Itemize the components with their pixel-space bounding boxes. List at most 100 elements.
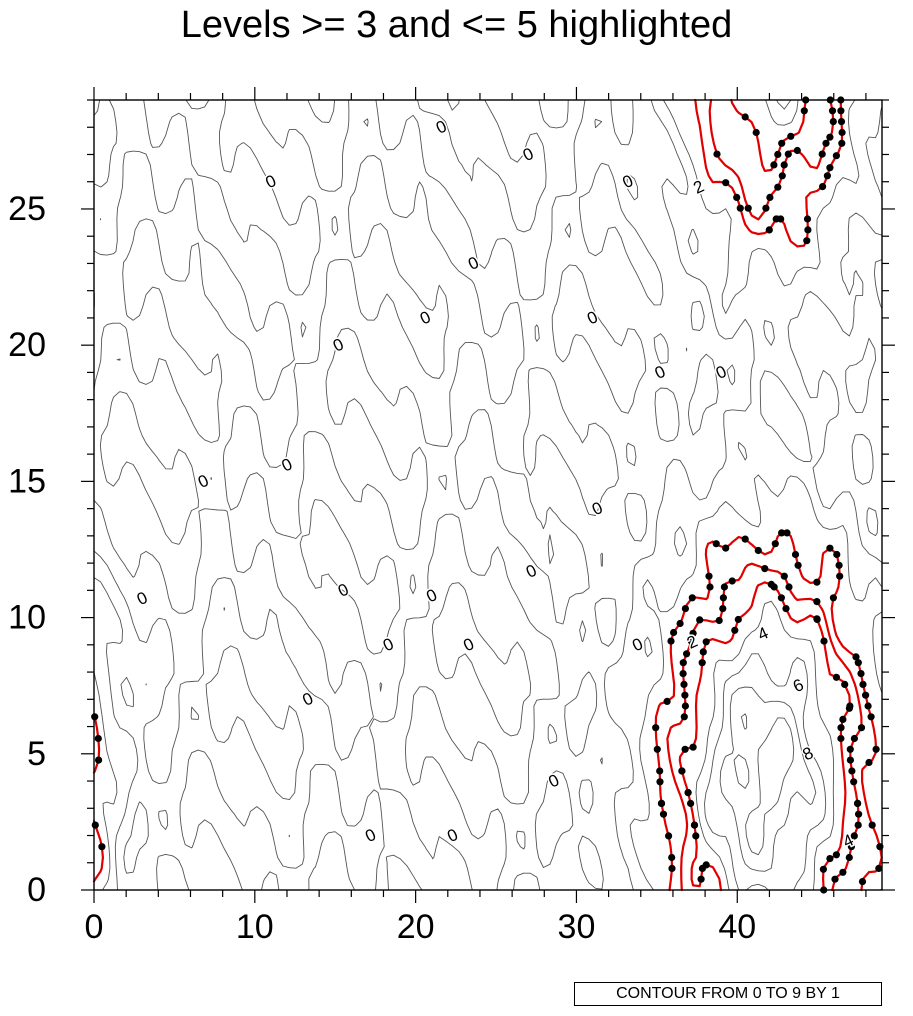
y-tick-label: 25 — [8, 190, 46, 228]
highlight-marker — [813, 615, 821, 623]
highlight-marker — [670, 628, 678, 637]
highlight-marker — [854, 659, 862, 667]
contour-label: 0 — [629, 634, 646, 655]
highlight-marker — [761, 565, 769, 573]
highlight-marker — [826, 855, 834, 863]
highlight-marker — [713, 150, 721, 158]
highlight-marker — [838, 128, 846, 137]
highlight-marker — [744, 204, 752, 212]
highlight-marker — [854, 799, 862, 808]
highlight-marker — [845, 853, 853, 862]
highlight-marker — [862, 691, 870, 699]
highlight-marker — [733, 193, 741, 201]
y-tick-label: 20 — [8, 326, 46, 364]
highlight-marker — [689, 629, 697, 637]
highlight-marker — [98, 843, 106, 851]
highlight-marker — [787, 132, 795, 140]
contour-label: 6 — [790, 675, 807, 696]
contour-label: 0 — [713, 362, 730, 383]
highlight-marker — [690, 821, 699, 829]
x-tick-label: 40 — [718, 908, 756, 946]
highlight-marker — [681, 745, 689, 753]
contour-level-8 — [719, 686, 817, 872]
highlight-marker — [818, 150, 826, 158]
highlight-marker — [828, 107, 837, 115]
contour-label: 8 — [800, 743, 817, 764]
highlight-marker — [826, 164, 834, 172]
highlight-marker — [820, 637, 828, 645]
contour-level-3 — [92, 98, 883, 892]
highlight-marker — [800, 107, 808, 115]
x-tick-label: 30 — [558, 908, 596, 946]
highlight-marker — [715, 616, 723, 625]
chart-title: Levels >= 3 and <= 5 highlighted — [180, 4, 733, 46]
highlight-marker — [850, 832, 858, 840]
contour-label: 0 — [465, 253, 482, 274]
highlight-marker — [712, 540, 720, 548]
contour-label: 0 — [335, 580, 352, 601]
highlight-marker — [780, 572, 788, 580]
contour-level-0 — [93, 99, 883, 891]
plot-border — [93, 99, 883, 891]
highlight-marker — [741, 113, 749, 121]
highlight-marker — [667, 637, 675, 645]
contour-label: 0 — [300, 689, 317, 710]
highlight-marker — [681, 605, 690, 613]
contour-label: 0 — [330, 335, 347, 356]
contour-label: 0 — [417, 307, 434, 328]
contour-label: 0 — [460, 634, 477, 655]
highlight-marker — [793, 146, 801, 155]
highlight-marker — [868, 821, 876, 829]
contour-label: 0 — [444, 825, 461, 846]
highlight-marker — [832, 851, 841, 859]
highlight-marker — [681, 702, 690, 710]
highlight-marker — [697, 875, 705, 883]
highlight-marker — [837, 734, 845, 743]
highlight-marker — [722, 179, 730, 187]
highlight-marker — [688, 594, 696, 602]
contour-label: 0 — [380, 634, 397, 655]
contour-level-2 — [93, 99, 883, 891]
highlight-marker — [829, 118, 837, 126]
contour-label: 0 — [589, 498, 606, 519]
y-tick-label: 15 — [8, 462, 46, 500]
contour-label: 0 — [362, 825, 379, 846]
highlight-marker — [679, 659, 687, 667]
highlight-marker — [702, 861, 710, 869]
highlight-marker — [838, 139, 846, 147]
highlight-marker — [659, 810, 668, 818]
highlight-marker — [847, 843, 856, 851]
highlight-marker — [839, 715, 847, 724]
highlight-marker — [875, 864, 883, 873]
contour-lines — [93, 99, 883, 891]
highlight-marker — [819, 865, 828, 873]
y-tick-label: 5 — [27, 735, 46, 773]
highlight-marker — [765, 226, 773, 234]
highlight-marker — [91, 821, 99, 829]
plot-frame — [93, 99, 883, 891]
x-tick-label: 20 — [397, 908, 435, 946]
highlight-marker — [687, 637, 696, 645]
highlight-marker — [95, 756, 103, 764]
highlight-marker — [804, 226, 812, 234]
highlight-marker — [778, 529, 786, 537]
contour-label: 2 — [690, 177, 707, 198]
highlight-marker — [734, 615, 742, 624]
highlight-marker — [699, 648, 707, 656]
highlight-marker — [831, 875, 839, 883]
highlight-marker — [692, 832, 700, 840]
contour-label: 0 — [423, 585, 440, 606]
contour-label: 0 — [263, 171, 280, 192]
highlight-marker — [680, 713, 688, 721]
highlight-marker — [848, 767, 856, 775]
contour-info-label: CONTOUR FROM 0 TO 9 BY 1 — [574, 982, 882, 1006]
highlight-marker — [653, 745, 661, 753]
highlight-marker — [689, 743, 697, 751]
highlight-marker — [736, 204, 744, 212]
highlight-marker — [679, 670, 687, 678]
contour-label: 0 — [523, 561, 540, 582]
highlight-marker — [826, 544, 834, 552]
highlight-marker — [803, 237, 811, 245]
highlight-marker — [684, 789, 692, 797]
highlight-marker — [683, 650, 691, 658]
